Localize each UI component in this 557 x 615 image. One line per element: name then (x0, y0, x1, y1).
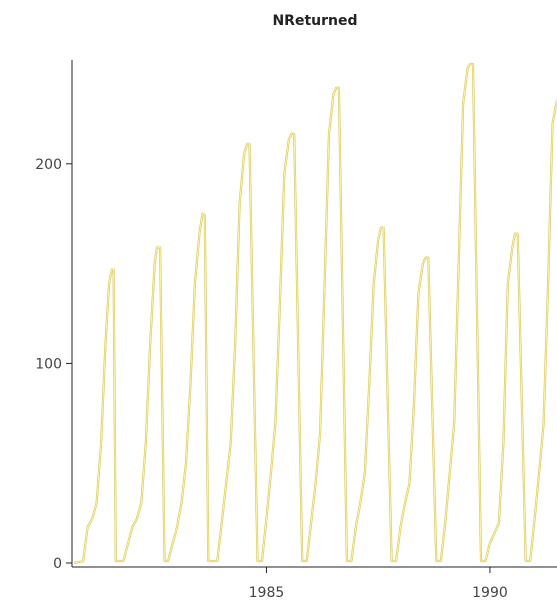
y-tick-label: 0 (53, 556, 62, 572)
x-tick-label: 1990 (472, 585, 508, 601)
x-tick-label: 1985 (249, 585, 285, 601)
y-tick-label: 200 (35, 157, 62, 173)
chart-title: NReturned (272, 13, 358, 29)
series-line-outline (73, 62, 557, 565)
plot-area (73, 62, 557, 565)
y-tick-label: 100 (35, 356, 62, 372)
series-line (74, 63, 557, 564)
axes: 0 100 200 1985 1990 (35, 60, 557, 601)
